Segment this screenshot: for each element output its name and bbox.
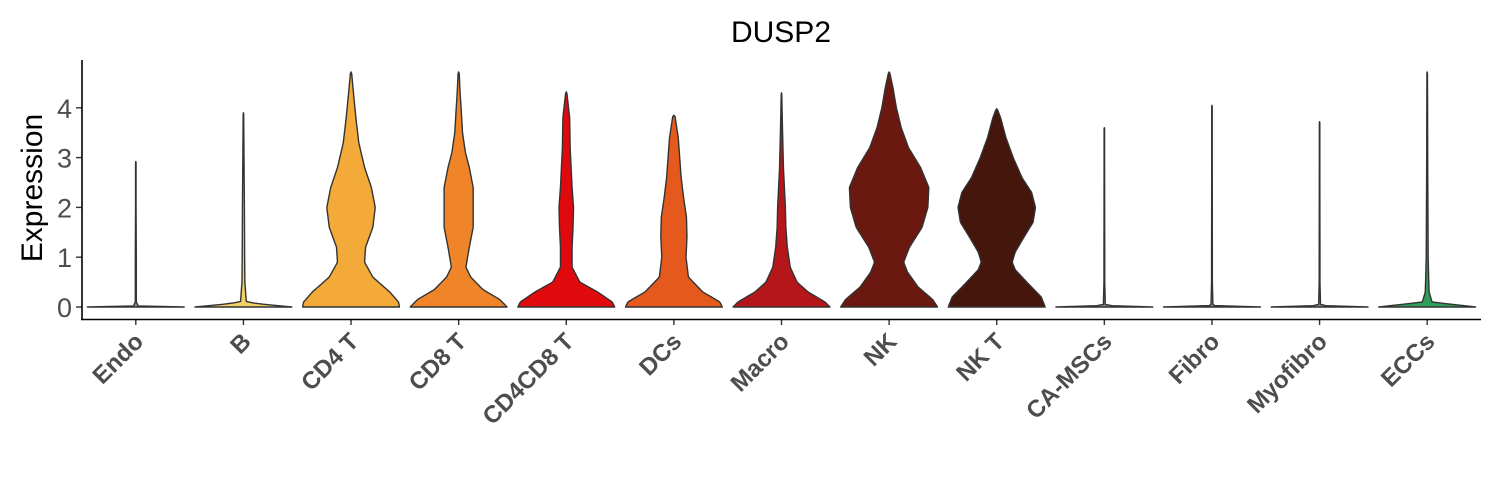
x-tick-label-dcs: DCs: [634, 328, 687, 381]
x-tick-label-cd4-t: CD4 T: [296, 328, 364, 396]
violin-eccs: [1378, 71, 1477, 308]
x-tick-label-macro: Macro: [726, 328, 795, 397]
x-tick-label-cd8-t: CD8 T: [404, 328, 472, 396]
violin-macro: [732, 92, 831, 308]
violin-nk-t: [947, 108, 1046, 308]
x-tick-label-nk: NK: [859, 328, 903, 372]
y-tick-label: 1: [57, 243, 72, 273]
violin-cd8-t: [409, 71, 508, 308]
chart-title: DUSP2: [731, 16, 831, 49]
violin-endo: [86, 160, 185, 308]
violin-fibro: [1162, 104, 1262, 308]
y-axis-ticks: 0 1 2 3 4: [57, 94, 82, 323]
x-tick-label-eccs: ECCs: [1376, 328, 1440, 392]
y-tick-label: 2: [57, 193, 72, 223]
y-tick-label: 4: [57, 94, 72, 124]
violin-b: [194, 112, 293, 308]
violins-group: [86, 71, 1477, 308]
y-tick-label: 3: [57, 144, 72, 174]
x-tick-label-fibro: Fibro: [1164, 328, 1226, 390]
violin-cd4-t: [301, 71, 401, 308]
x-tick-label-b: B: [225, 328, 256, 359]
x-tick-label-ca-mscs: CA-MSCs: [1021, 328, 1117, 424]
violin-ca-mscs: [1055, 127, 1154, 308]
y-tick-label: 0: [57, 293, 72, 323]
x-tick-label-nk-t: NK T: [951, 328, 1010, 387]
x-axis-ticks: Endo B CD4 T CD8 T CD4CD8 T DCs Macro NK NK T CA-…: [88, 319, 1440, 430]
violin-dcs: [624, 114, 724, 308]
violin-cd4cd8-t: [517, 91, 616, 308]
x-tick-label-cd4cd8-t: CD4CD8 T: [477, 328, 579, 430]
violin-nk: [839, 71, 939, 308]
x-tick-label-myofibro: Myofibro: [1242, 328, 1333, 419]
y-axis-label: Expression: [16, 114, 49, 262]
x-tick-label-endo: Endo: [88, 328, 150, 390]
violin-myofibro: [1270, 121, 1369, 308]
